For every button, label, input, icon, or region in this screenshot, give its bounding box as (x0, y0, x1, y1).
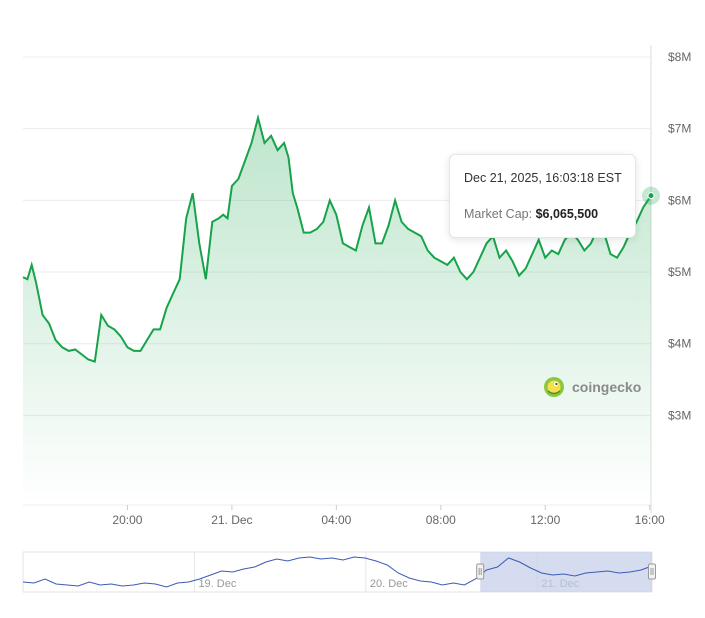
navigator-right-handle[interactable] (648, 563, 656, 580)
navigator-left-handle[interactable] (476, 563, 485, 580)
y-tick-label: $3M (668, 408, 691, 422)
navigator-tick-label: 19. Dec (198, 578, 236, 590)
tooltip-value: $6,065,500 (535, 207, 599, 221)
tooltip-date: Dec 21, 2025, 16:03:18 EST (464, 171, 622, 185)
y-tick-label: $8M (668, 50, 691, 64)
gecko-logo-icon (544, 377, 564, 397)
y-tick-label: $4M (668, 337, 691, 351)
market-cap-area (23, 117, 651, 506)
x-tick-label: 16:00 (635, 513, 665, 527)
navigator-series (22, 556, 653, 588)
y-tick-label: $6M (668, 193, 691, 207)
y-tick-label: $7M (668, 122, 691, 136)
x-tick-label: 12:00 (530, 513, 560, 527)
navigator-tick-label: 20. Dec (370, 578, 408, 590)
x-tick-label: 21. Dec (211, 513, 252, 527)
x-tick-label: 20:00 (112, 513, 142, 527)
tooltip-label: Market Cap: (464, 207, 533, 221)
y-tick-label: $5M (668, 265, 691, 279)
tooltip-market-cap: Market Cap: $6,065,500 (464, 207, 598, 221)
watermark-brand: coingecko (572, 379, 642, 395)
x-tick-label: 04:00 (321, 513, 351, 527)
market-cap-line (22, 113, 652, 363)
watermark: coingecko (543, 376, 641, 398)
x-tick-label: 08:00 (426, 513, 456, 527)
navigator-selection[interactable] (480, 552, 652, 592)
hover-point (647, 192, 655, 200)
hover-tooltip: Dec 21, 2025, 16:03:18 EST Market Cap: $… (449, 154, 636, 238)
